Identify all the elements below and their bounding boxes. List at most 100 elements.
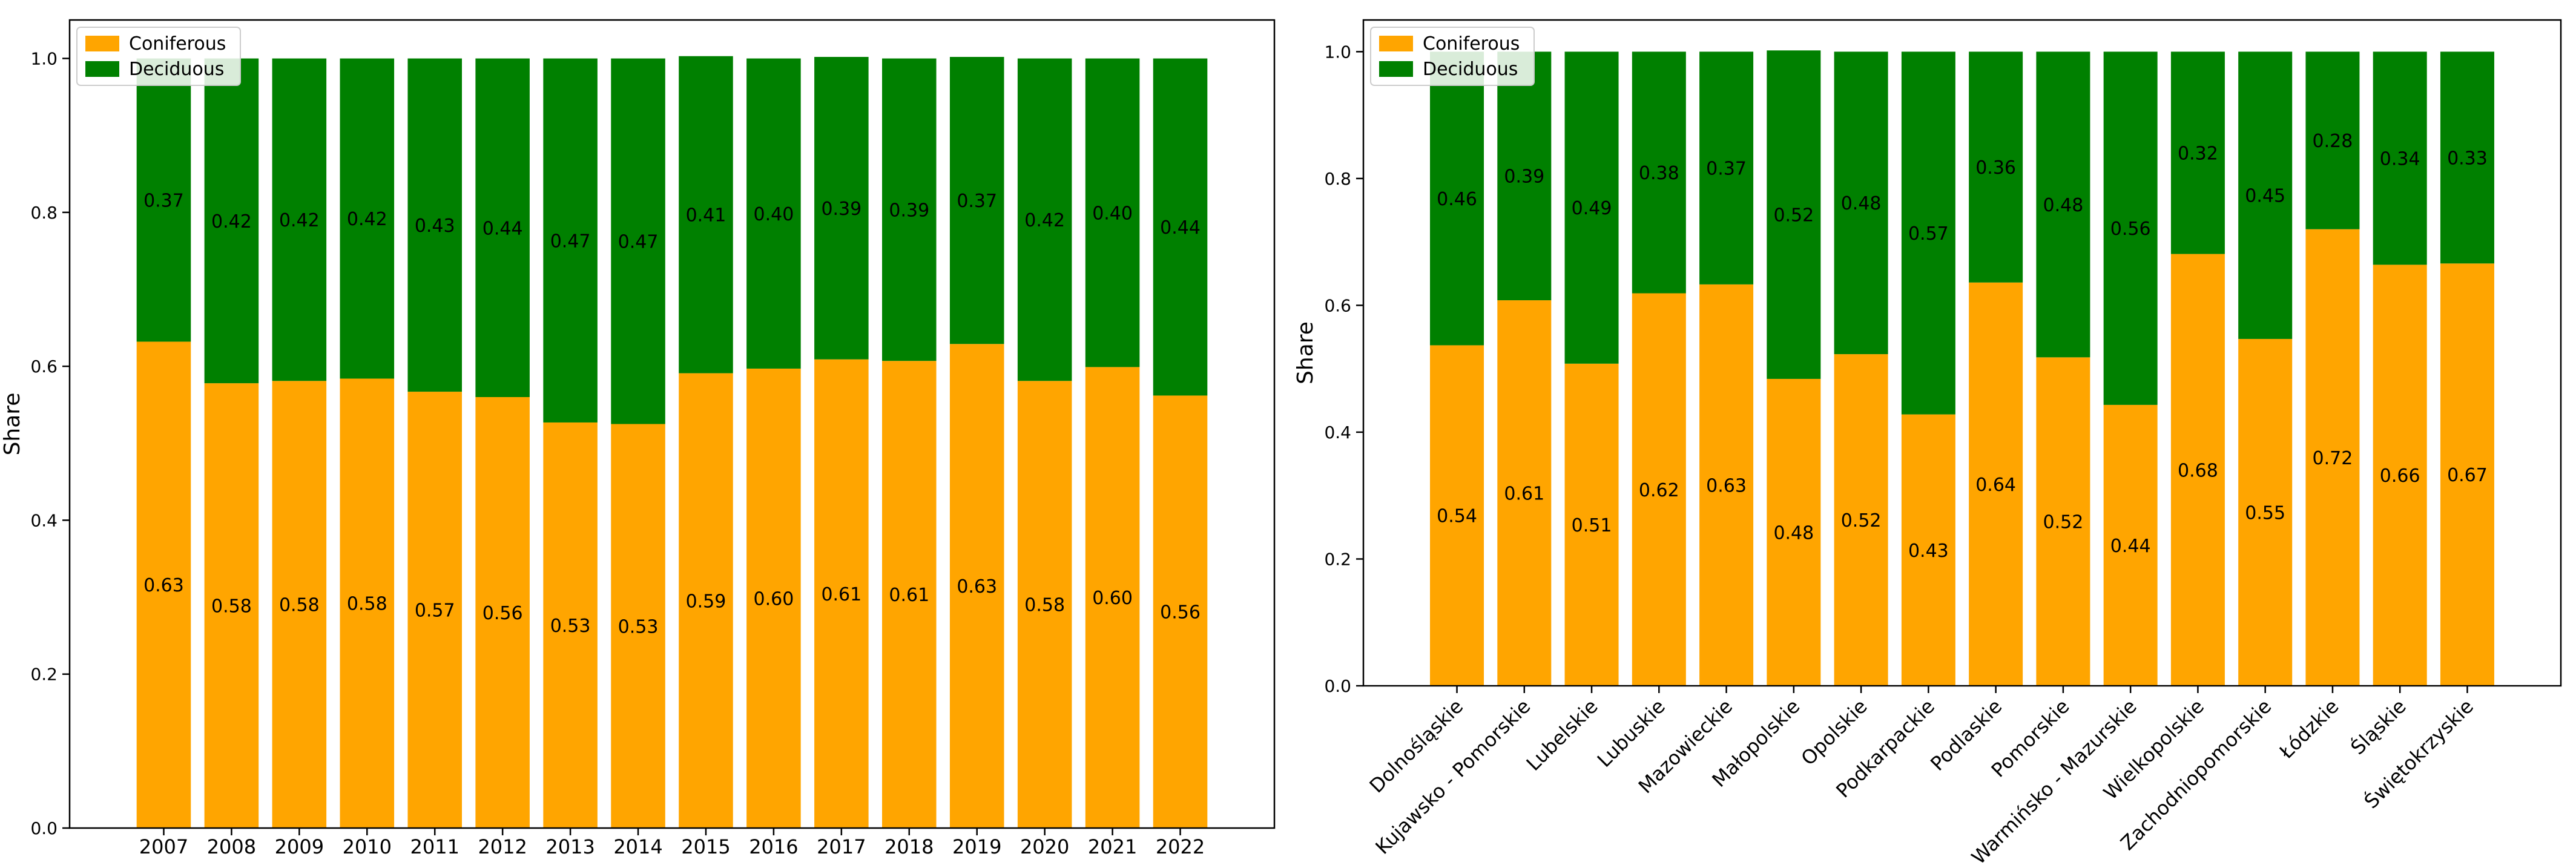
bar-coniferous-2 <box>1497 300 1552 686</box>
data-label-coniferous-3: 0.58 <box>279 595 320 616</box>
bar-coniferous-11 <box>814 359 869 828</box>
data-label-deciduous-12: 0.39 <box>889 200 929 221</box>
y-tick-label: 0.4 <box>30 510 58 530</box>
data-label-coniferous-5: 0.57 <box>415 600 455 622</box>
legend-label-coniferous: Coniferous <box>129 33 226 54</box>
legend-swatch-deciduous <box>1379 61 1413 77</box>
y-tick-label: 0.8 <box>30 203 58 223</box>
bar-deciduous-1 <box>136 58 191 342</box>
bar-coniferous-15 <box>1085 367 1140 828</box>
y-tick-label: 0.4 <box>1324 422 1351 442</box>
bar-deciduous-13 <box>2238 51 2293 339</box>
bar-deciduous-15 <box>1085 58 1140 367</box>
bar-deciduous-14 <box>2305 51 2360 229</box>
bar-deciduous-2 <box>204 58 259 384</box>
legend-swatch-deciduous <box>85 61 119 77</box>
bar-coniferous-6 <box>1767 378 1821 686</box>
data-label-coniferous-4: 0.58 <box>347 594 387 615</box>
data-label-deciduous-3: 0.42 <box>279 210 320 231</box>
y-axis: 0.0 0.2 0.4 0.6 0.8 1.0 Share <box>0 49 70 838</box>
data-label-coniferous-16: 0.56 <box>1160 602 1201 623</box>
x-tick-label: 2007 <box>139 835 188 858</box>
bar-coniferous-5 <box>407 392 462 828</box>
bar-deciduous-12 <box>882 58 937 361</box>
bar-deciduous-7 <box>1834 51 1888 355</box>
data-label-coniferous-10: 0.60 <box>754 588 794 610</box>
x-tick-label: 2014 <box>613 835 662 858</box>
bar-deciduous-14 <box>1017 58 1072 381</box>
bar-coniferous-5 <box>1699 284 1754 686</box>
data-label-deciduous-10: 0.40 <box>754 204 794 225</box>
data-label-deciduous-1: 0.46 <box>1437 189 1477 210</box>
data-label-coniferous-6: 0.56 <box>483 603 523 624</box>
legend-label-coniferous: Coniferous <box>1423 33 1520 54</box>
bar-coniferous-6 <box>475 397 530 828</box>
data-label-deciduous-14: 0.28 <box>2313 131 2353 152</box>
data-label-deciduous-15: 0.34 <box>2380 148 2420 169</box>
y-tick-label: 0.6 <box>1324 295 1351 315</box>
bars: 0.54 0.46 0.61 0.39 0.51 0.49 0.62 0.38 0.63 0.37… <box>1430 50 2494 686</box>
bar-coniferous-7 <box>1834 354 1888 686</box>
bar-deciduous-3 <box>1564 51 1619 364</box>
bar-coniferous-16 <box>1153 395 1208 828</box>
bar-deciduous-1 <box>1430 51 1484 346</box>
data-label-deciduous-13: 0.37 <box>957 191 997 212</box>
data-label-coniferous-10: 0.52 <box>2043 512 2083 533</box>
bar-coniferous-13 <box>2238 338 2293 686</box>
bar-deciduous-8 <box>611 58 665 424</box>
data-label-coniferous-1: 0.63 <box>143 575 184 596</box>
data-label-deciduous-3: 0.49 <box>1572 198 1612 219</box>
data-label-coniferous-3: 0.51 <box>1572 515 1612 536</box>
x-tick-label: Śląskie <box>2346 694 2411 759</box>
bar-coniferous-15 <box>2373 265 2427 686</box>
chart-panel-1: 0.63 0.37 0.58 0.42 0.58 0.42 0.58 0.42 0.57 0.43… <box>0 19 1276 858</box>
y-tick-label: 0.6 <box>30 357 58 376</box>
data-label-deciduous-8: 0.57 <box>1908 223 1949 245</box>
y-axis-label: Share <box>1293 321 1318 384</box>
y-tick-label: 0.0 <box>1324 676 1351 696</box>
data-label-deciduous-16: 0.33 <box>2447 148 2488 169</box>
bar-deciduous-6 <box>475 58 530 398</box>
y-tick-label: 0.2 <box>1324 549 1351 569</box>
data-label-coniferous-13: 0.55 <box>2245 502 2285 524</box>
bar-coniferous-10 <box>746 368 801 828</box>
y-axis: 0.0 0.2 0.4 0.6 0.8 1.0 Share <box>1293 42 1363 696</box>
bar-deciduous-8 <box>1901 51 1955 415</box>
bar-coniferous-3 <box>1564 363 1619 686</box>
data-label-coniferous-16: 0.67 <box>2447 465 2488 486</box>
data-label-coniferous-8: 0.43 <box>1908 541 1949 562</box>
bar-deciduous-10 <box>2036 51 2090 358</box>
x-tick-label: 2009 <box>275 835 324 858</box>
data-label-deciduous-12: 0.32 <box>2178 143 2218 164</box>
x-tick-label: 2012 <box>478 835 527 858</box>
x-tick-label: 2013 <box>545 835 595 858</box>
x-tick-label: 2018 <box>884 835 934 858</box>
data-label-coniferous-14: 0.58 <box>1024 595 1065 616</box>
bar-deciduous-15 <box>2373 51 2427 265</box>
chart-panel-2: 0.54 0.46 0.61 0.39 0.51 0.49 0.62 0.38 0.63 0.37… <box>1293 19 2562 868</box>
bar-deciduous-16 <box>2440 51 2494 264</box>
data-label-coniferous-12: 0.68 <box>2178 460 2218 481</box>
data-label-deciduous-8: 0.47 <box>618 232 659 253</box>
bar-coniferous-12 <box>882 361 937 828</box>
x-tick-label: Łódzkie <box>2275 695 2344 764</box>
x-tick-label: 2015 <box>681 835 730 858</box>
bar-deciduous-10 <box>746 58 801 369</box>
bar-coniferous-1 <box>136 341 191 828</box>
legend-label-deciduous: Deciduous <box>129 59 224 80</box>
bar-coniferous-8 <box>611 424 665 828</box>
bar-coniferous-9 <box>1969 282 2023 686</box>
data-label-deciduous-9: 0.41 <box>686 205 726 226</box>
x-tick-label: 2017 <box>817 835 866 858</box>
data-label-deciduous-7: 0.47 <box>550 231 591 252</box>
bar-deciduous-2 <box>1497 51 1552 301</box>
data-label-deciduous-5: 0.37 <box>1706 159 1747 180</box>
y-axis-label: Share <box>0 393 25 456</box>
legend-label-deciduous: Deciduous <box>1423 59 1518 80</box>
data-label-deciduous-16: 0.44 <box>1160 217 1201 238</box>
bar-coniferous-14 <box>2305 229 2360 686</box>
bars: 0.63 0.37 0.58 0.42 0.58 0.42 0.58 0.42 0.57 0.43… <box>136 56 1208 828</box>
bar-deciduous-9 <box>679 56 733 373</box>
bar-coniferous-10 <box>2036 357 2090 686</box>
